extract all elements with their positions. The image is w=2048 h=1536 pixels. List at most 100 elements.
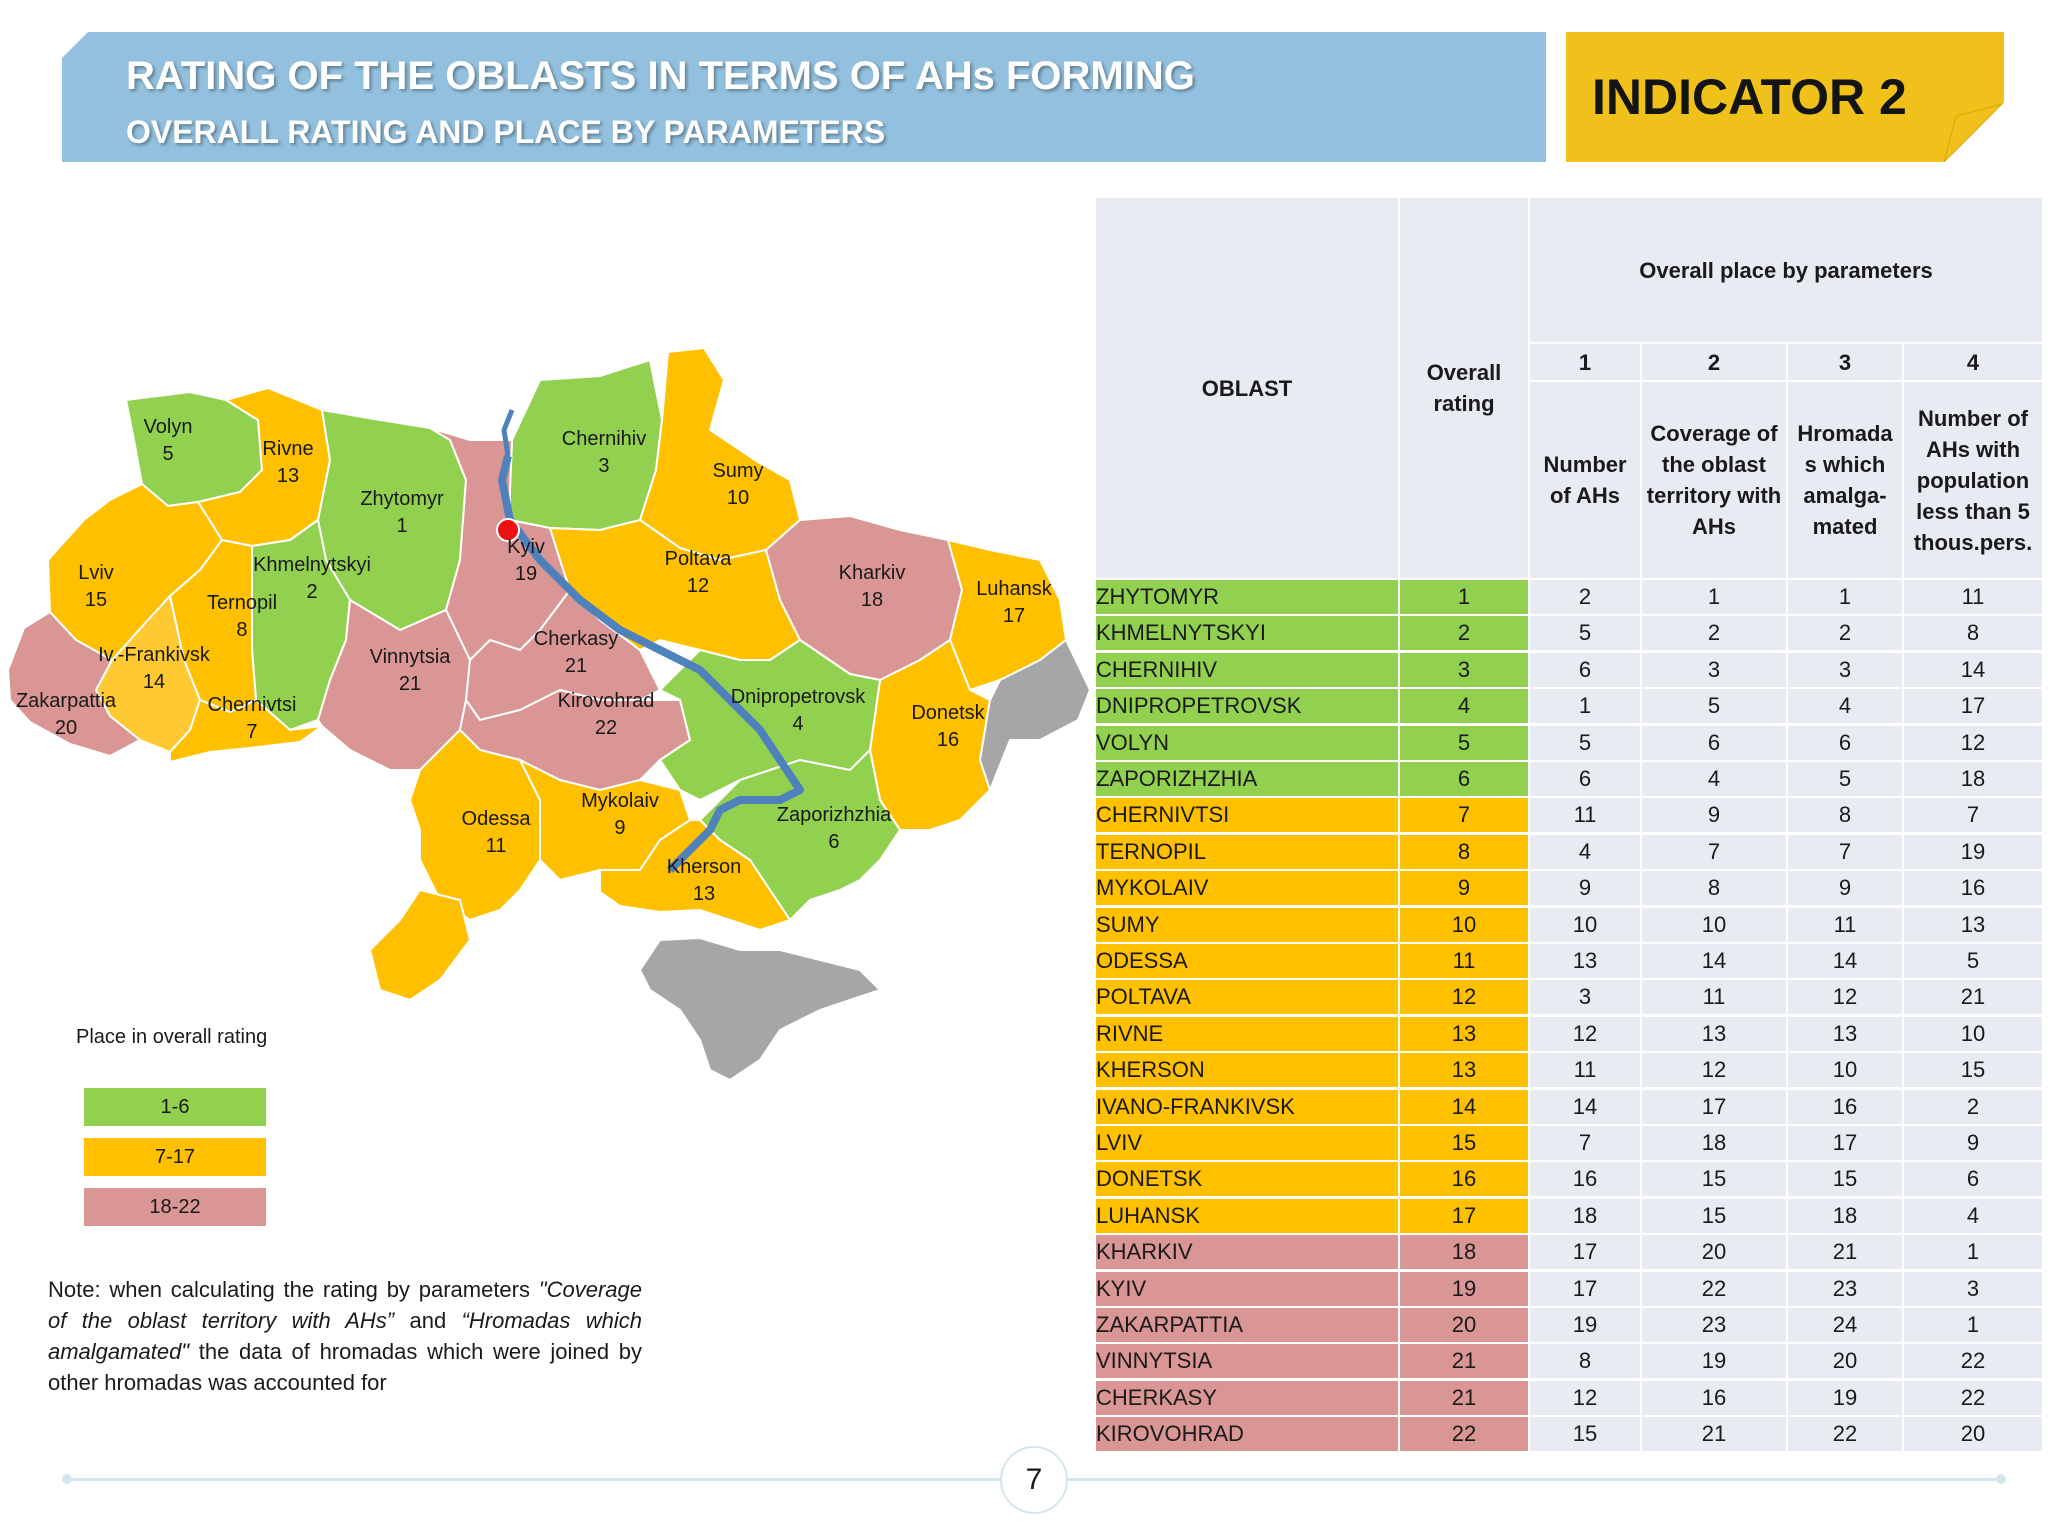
overall-rating-cell: 20	[1400, 1308, 1528, 1342]
dnieper-river	[498, 455, 804, 873]
param-2-cell: 21	[1642, 1417, 1786, 1452]
map-label-cherkasy: Cherkasy 21	[533, 628, 619, 677]
table-row: ODESSA 11 13 14 14 5	[1096, 944, 2042, 978]
overall-rating-cell: 21	[1400, 1380, 1528, 1415]
note-and: and	[409, 1308, 447, 1333]
param-4-cell: 15	[1904, 1053, 2042, 1088]
oblast-name-cell: CHERKASY	[1096, 1380, 1398, 1415]
param-4-cell: 11	[1904, 580, 2042, 614]
map-label-zakarpattia: Zakarpattia 20	[15, 690, 117, 739]
oblast-name-cell: ZHYTOMYR	[1096, 580, 1398, 614]
map-label-kherson: Kherson 13	[666, 856, 742, 905]
param-1-cell: 9	[1530, 871, 1640, 906]
param-2-cell: 5	[1642, 689, 1786, 724]
param-2-cell: 1	[1642, 580, 1786, 614]
oblast-name-cell: TERNOPIL	[1096, 834, 1398, 869]
region-sumy	[638, 346, 802, 562]
note-param2: “Hromadas which amalgamated"	[48, 1308, 642, 1364]
param-4-cell: 10	[1904, 1016, 2042, 1051]
param-3-cell: 5	[1788, 762, 1902, 796]
oblast-name-cell: DNIPROPETROVSK	[1096, 689, 1398, 724]
map-label-zhytomyr: Zhytomyr 1	[360, 488, 444, 537]
region-grey-east	[978, 638, 1092, 793]
overall-rating-cell: 7	[1400, 798, 1528, 833]
param-4-cell: 16	[1904, 871, 2042, 906]
oblast-name-cell: KHARKIV	[1096, 1235, 1398, 1270]
overall-rating-cell: 6	[1400, 762, 1528, 796]
param-2-cell: 6	[1642, 725, 1786, 760]
param-1-cell: 6	[1530, 652, 1640, 687]
map-svg	[6, 346, 1092, 1082]
oblast-name-cell: KHMELNYTSKYI	[1096, 616, 1398, 651]
map-label-chernihiv: Chernihiv 3	[561, 428, 647, 477]
table-header-param-num-3: 3	[1788, 344, 1902, 380]
table-row: MYKOLAIV 9 9 8 9 16	[1096, 871, 2042, 906]
page-title: RATING OF THE OBLASTS IN TERMS OF AHs FO…	[126, 54, 1195, 98]
oblast-name-cell: ZAPORIZHZHIA	[1096, 762, 1398, 796]
param-4-cell: 3	[1904, 1271, 2042, 1306]
folded-corner-icon	[1944, 102, 2004, 162]
param-4-cell: 19	[1904, 834, 2042, 869]
indicator-label: INDICATOR 2	[1592, 69, 1907, 125]
param-3-cell: 9	[1788, 871, 1902, 906]
overall-rating-cell: 17	[1400, 1198, 1528, 1233]
overall-rating-cell: 22	[1400, 1417, 1528, 1452]
param-4-cell: 17	[1904, 689, 2042, 724]
table-row: ZAKARPATTIA 20 19 23 24 1	[1096, 1308, 2042, 1342]
param-1-cell: 12	[1530, 1380, 1640, 1415]
oblast-name-cell: KYIV	[1096, 1271, 1398, 1306]
param-1-cell: 4	[1530, 834, 1640, 869]
oblast-name-cell: LVIV	[1096, 1126, 1398, 1160]
param-3-cell: 13	[1788, 1016, 1902, 1051]
param-3-cell: 15	[1788, 1162, 1902, 1197]
overall-rating-cell: 11	[1400, 944, 1528, 978]
oblast-name-cell: RIVNE	[1096, 1016, 1398, 1051]
region-odessa	[408, 728, 541, 922]
oblast-name-cell: VINNYTSIA	[1096, 1344, 1398, 1379]
param-2-cell: 3	[1642, 652, 1786, 687]
note-param1: "Coverage of the oblast territory with A…	[48, 1277, 642, 1333]
table-row: DNIPROPETROVSK 4 1 5 4 17	[1096, 689, 2042, 724]
title-banner: RATING OF THE OBLASTS IN TERMS OF AHs FO…	[62, 32, 1546, 162]
param-1-cell: 15	[1530, 1417, 1640, 1452]
legend-item-orange: 7-17	[84, 1138, 266, 1176]
overall-rating-cell: 2	[1400, 616, 1528, 651]
oblast-name-cell: ODESSA	[1096, 944, 1398, 978]
oblast-name-cell: VOLYN	[1096, 725, 1398, 760]
param-1-cell: 18	[1530, 1198, 1640, 1233]
region-kherson	[599, 819, 792, 932]
param-4-cell: 20	[1904, 1417, 2042, 1452]
overall-rating-cell: 13	[1400, 1053, 1528, 1088]
overall-rating-cell: 3	[1400, 652, 1528, 687]
oblast-name-cell: ZAKARPATTIA	[1096, 1308, 1398, 1342]
table-row: KIROVOHRAD 22 15 21 22 20	[1096, 1417, 2042, 1452]
oblast-name-cell: KHERSON	[1096, 1053, 1398, 1088]
map-label-volyn: Volyn 5	[143, 416, 193, 465]
map-label-mykolaiv: Mykolaiv 9	[581, 790, 659, 839]
footer-dot-left	[62, 1474, 72, 1484]
param-2-cell: 8	[1642, 871, 1786, 906]
map-label-dnipropetrovsk: Dnipropetrovsk 4	[730, 686, 866, 735]
region-crimea	[638, 936, 882, 1082]
table-header-param-1: Number of AHs	[1530, 382, 1640, 578]
overall-rating-cell: 21	[1400, 1344, 1528, 1379]
table-row: SUMY 10 10 10 11 13	[1096, 907, 2042, 942]
footer-dot-right	[1996, 1474, 2006, 1484]
indicator-box: INDICATOR 2	[1566, 32, 2004, 162]
param-4-cell: 2	[1904, 1089, 2042, 1124]
overall-rating-cell: 16	[1400, 1162, 1528, 1197]
param-3-cell: 17	[1788, 1126, 1902, 1160]
param-1-cell: 17	[1530, 1271, 1640, 1306]
param-2-cell: 18	[1642, 1126, 1786, 1160]
page-number: 7	[1000, 1446, 1068, 1514]
legend-title: Place in overall rating	[76, 1026, 268, 1048]
param-4-cell: 6	[1904, 1162, 2042, 1197]
overall-rating-cell: 13	[1400, 1016, 1528, 1051]
param-1-cell: 19	[1530, 1308, 1640, 1342]
table-row: LVIV 15 7 18 17 9	[1096, 1126, 2042, 1160]
map-label-chernivtsi: Chernivtsi 7	[207, 694, 297, 743]
param-1-cell: 5	[1530, 725, 1640, 760]
map-label-lviv: Lviv 15	[78, 562, 114, 611]
overall-rating-cell: 10	[1400, 907, 1528, 942]
table-row: IVANO-FRANKIVSK 14 14 17 16 2	[1096, 1089, 2042, 1124]
